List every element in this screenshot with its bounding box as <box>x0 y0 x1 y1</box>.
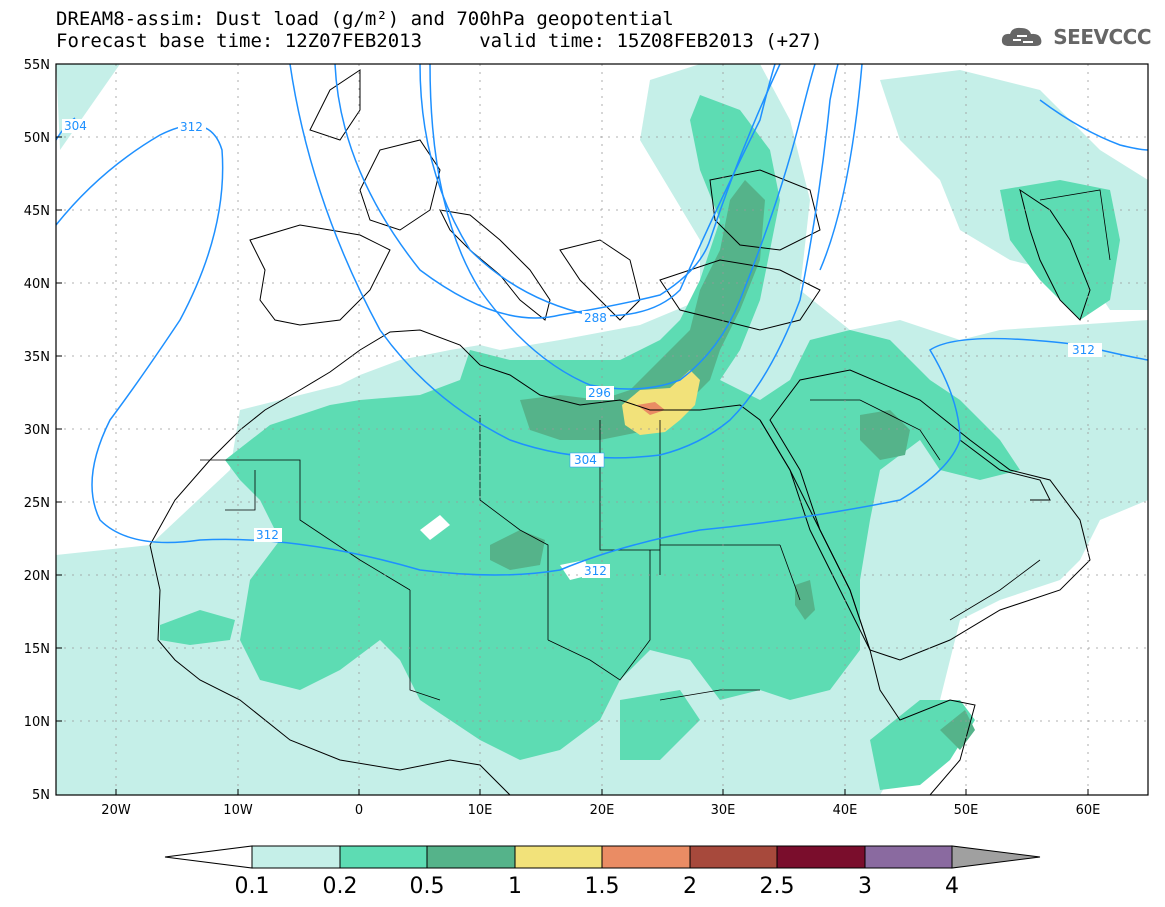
colorbar-label: 1 <box>508 874 522 899</box>
colorbar-label: 2.5 <box>760 874 795 899</box>
colorbar-swatch <box>514 845 603 869</box>
colorbar-label: 2 <box>683 874 697 899</box>
contour-label: 312 <box>180 120 203 134</box>
seevccc-logo: SEEVCCC <box>999 24 1151 50</box>
dust-layer-dark <box>490 180 975 750</box>
colorbar-label: 0.1 <box>235 874 270 899</box>
colorbar-label: 4 <box>945 874 959 899</box>
colorbar-low-arrow <box>164 845 253 869</box>
colorbar-swatch <box>776 845 866 869</box>
lat-label: 35N <box>24 350 50 365</box>
contour-label: 296 <box>588 386 611 400</box>
longitude-ticks <box>115 789 1089 795</box>
colorbar-label: 0.5 <box>410 874 445 899</box>
colorbar-high-arrow <box>951 845 1041 869</box>
colorbar-label: 3 <box>858 874 872 899</box>
lat-label: 50N <box>24 131 50 146</box>
colorbar-label: 0.2 <box>323 874 358 899</box>
lat-label: 20N <box>24 569 50 584</box>
latitude-labels: 55N 50N 45N 40N 35N 30N 25N 20N 15N 10N … <box>24 58 50 803</box>
contour-label: 312 <box>1072 343 1095 357</box>
graticule <box>56 64 1148 795</box>
cloud-icon <box>1002 27 1042 46</box>
dust-layer-yellow <box>622 370 700 435</box>
latitude-ticks <box>56 136 62 722</box>
lon-label: 10W <box>223 803 253 818</box>
lon-label: 60E <box>1076 803 1101 818</box>
lat-label: 15N <box>24 642 50 657</box>
dust-layer-orange <box>637 402 665 415</box>
logo-text: SEEVCCC <box>1053 25 1151 49</box>
contour-label: 304 <box>574 453 597 467</box>
colorbar-swatch <box>339 845 428 869</box>
lon-label: 30E <box>711 803 736 818</box>
contour-labels: 304 312 288 296 304 312 312 312 <box>62 119 1102 578</box>
lon-label: 20E <box>590 803 615 818</box>
lat-label: 55N <box>24 58 50 73</box>
lat-label: 45N <box>24 204 50 219</box>
title-line-1: DREAM8-assim: Dust load (g/m²) and 700hP… <box>56 8 674 30</box>
lon-label: 10E <box>468 803 493 818</box>
lon-label: 40E <box>833 803 858 818</box>
colorbar-labels: 0.1 0.2 0.5 1 1.5 2 2.5 3 4 <box>235 874 960 899</box>
title-line-2: Forecast base time: 12Z07FEB2013 valid t… <box>56 30 823 52</box>
colorbar-swatch <box>689 845 778 869</box>
country-borders <box>200 189 1111 701</box>
colorbar: 0.1 0.2 0.5 1 1.5 2 2.5 3 4 <box>164 845 1041 899</box>
lat-label: 40N <box>24 277 50 292</box>
map-area: 304 312 288 296 304 312 312 312 <box>56 64 1148 795</box>
colorbar-swatch <box>426 845 516 869</box>
colorbar-swatch <box>864 845 953 869</box>
lat-label: 30N <box>24 423 50 438</box>
lat-label: 25N <box>24 496 50 511</box>
colorbar-label: 1.5 <box>585 874 620 899</box>
contour-label: 304 <box>64 119 87 133</box>
coastlines <box>149 69 1091 795</box>
lat-label: 10N <box>24 715 50 730</box>
lon-label: 50E <box>954 803 979 818</box>
map-title: DREAM8-assim: Dust load (g/m²) and 700hP… <box>56 8 822 52</box>
longitude-labels: 20W 10W 0 10E 20E 30E 40E 50E 60E <box>101 803 1100 818</box>
contour-label: 312 <box>584 564 607 578</box>
lat-label: 5N <box>32 788 50 803</box>
contour-label: 288 <box>584 311 607 325</box>
colorbar-swatch <box>601 845 691 869</box>
contour-label: 312 <box>256 528 279 542</box>
lon-label: 0 <box>355 803 363 818</box>
colorbar-swatch <box>251 845 341 869</box>
lon-label: 20W <box>101 803 131 818</box>
